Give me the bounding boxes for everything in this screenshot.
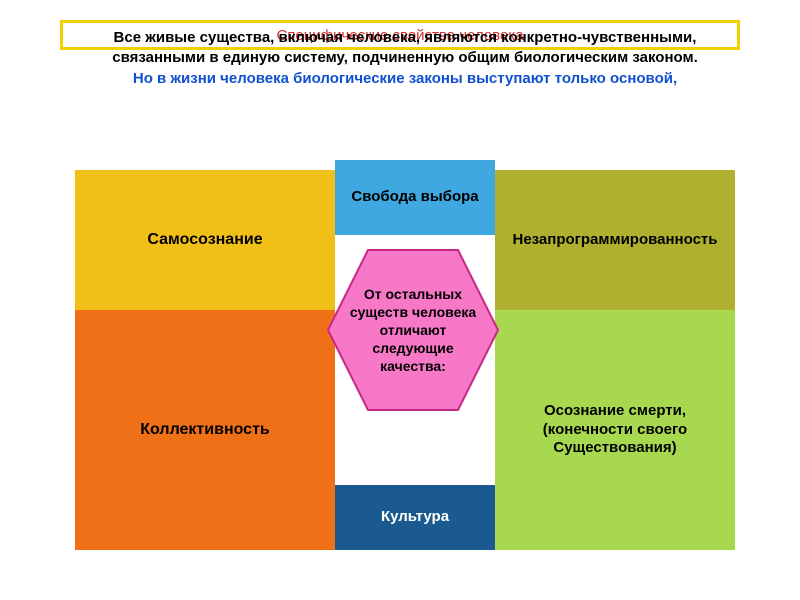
- box-svoboda: Свобода выбора: [335, 160, 495, 235]
- box-samosoznanie: Самосознание: [75, 170, 335, 310]
- box-osoznanie: Осознание смерти, (конечности своего Сущ…: [495, 310, 735, 550]
- box-osoznanie-label: Осознание смерти, (конечности своего Сущ…: [501, 402, 729, 458]
- hexagon-label: От остальных существ человека отличают с…: [323, 285, 503, 376]
- diagram-area: Самосознание Свобода выбора Незапрограмм…: [75, 160, 735, 565]
- intro-text: Все живые существа, включая человека, яв…: [75, 28, 735, 89]
- box-kollektiv-label: Коллективность: [140, 420, 269, 440]
- box-kultura: Культура: [335, 485, 495, 550]
- box-svoboda-label: Свобода выбора: [351, 188, 478, 207]
- box-samosoznanie-label: Самосознание: [147, 230, 262, 250]
- hexagon-center: От остальных существ человека отличают с…: [323, 245, 503, 415]
- box-nezaprog: Незапрограммированность: [495, 170, 735, 310]
- intro-line-1: Все живые существа, включая человека, яв…: [75, 28, 735, 48]
- box-kultura-label: Культура: [381, 508, 449, 527]
- intro-line-3: Но в жизни человека биологические законы…: [75, 69, 735, 89]
- box-kollektiv: Коллективность: [75, 310, 335, 550]
- box-nezaprog-label: Незапрограммированность: [512, 231, 717, 250]
- intro-line-2: связанными в единую систему, подчиненную…: [75, 48, 735, 68]
